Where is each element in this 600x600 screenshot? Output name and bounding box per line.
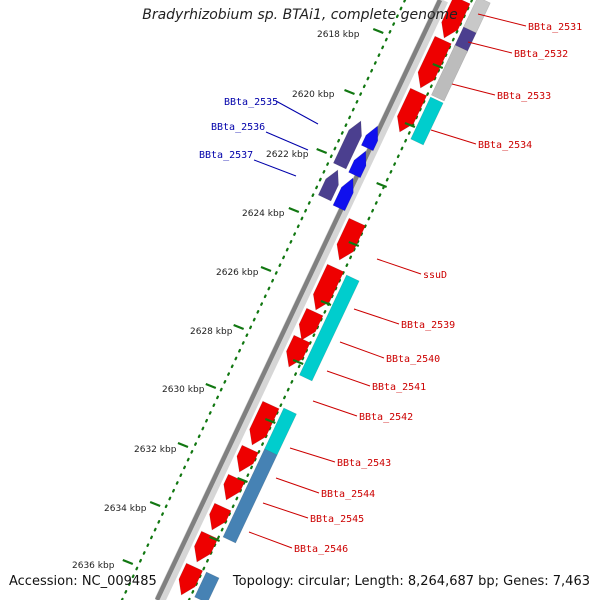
feature-track — [178, 0, 491, 600]
outer-tick-4 — [348, 240, 360, 248]
steelblue-band-2 — [194, 571, 220, 600]
forward-label-12: BBta_2545 — [310, 514, 364, 525]
forward-leader-3 — [451, 83, 496, 96]
reverse-label-1: BBta_2535 — [224, 97, 278, 108]
tick-label-7: 2630 kbp — [162, 385, 205, 395]
forward-cds-6 — [298, 307, 324, 341]
tick-7 — [205, 382, 217, 390]
forward-leader-8 — [326, 370, 371, 387]
forward-label-6: BBta_2539 — [401, 320, 455, 331]
forward-leader-12 — [262, 502, 309, 519]
forward-cds-2 — [417, 35, 452, 89]
tick-label-6: 2628 kbp — [190, 327, 233, 337]
forward-leader-5 — [376, 258, 422, 275]
steelblue-band-1 — [222, 448, 278, 544]
outer-tick-3 — [376, 181, 388, 189]
forward-label-5: ssuD — [423, 270, 447, 281]
dotted-guides — [120, 0, 474, 600]
forward-cds-4 — [336, 217, 366, 261]
tick-label-2: 2620 kbp — [292, 90, 335, 100]
reverse-leader-2 — [265, 131, 309, 151]
outer-tick-9 — [209, 535, 221, 543]
tick-6 — [233, 323, 245, 331]
forward-leader-10 — [289, 447, 336, 463]
tick-2 — [344, 88, 355, 96]
backbone — [154, 0, 448, 600]
outer-tick-7 — [264, 417, 276, 425]
tick-9 — [149, 500, 161, 508]
outer-tick-5 — [320, 299, 332, 307]
forward-cds-5 — [312, 263, 345, 311]
backbone-shadow — [155, 0, 448, 600]
forward-label-1: BBta_2531 — [528, 22, 582, 33]
reverse-leader-3 — [253, 159, 297, 177]
forward-leader-13 — [248, 531, 293, 549]
grey-band-2 — [431, 44, 469, 102]
forward-leader-4 — [430, 129, 477, 145]
outer-tick-1 — [432, 62, 444, 70]
forward-leader-9 — [312, 400, 358, 417]
map-title: Bradyrhizobium sp. BTAi1, complete genom… — [142, 7, 458, 23]
reverse-label-3: BBta_2537 — [199, 150, 253, 161]
tick-marks — [122, 27, 444, 566]
forward-leader-7 — [339, 341, 385, 359]
reverse-cds-2 — [317, 169, 339, 202]
forward-leader-11 — [275, 477, 320, 494]
forward-leader-2 — [467, 41, 513, 54]
forward-cds-9 — [236, 444, 259, 473]
forward-cds-10 — [223, 473, 246, 501]
reverse-cds-4 — [348, 150, 367, 179]
forward-cds-1 — [441, 0, 471, 39]
cyan-band-2 — [299, 274, 360, 382]
tick-4 — [288, 206, 300, 214]
outer-tick-2 — [404, 121, 416, 129]
tick-8 — [177, 441, 189, 449]
tick-label-4: 2624 kbp — [242, 209, 285, 219]
tick-label-3: 2622 kbp — [266, 150, 309, 160]
tick-10 — [122, 558, 134, 566]
forward-label-10: BBta_2543 — [337, 458, 391, 469]
forward-cds-13 — [178, 562, 204, 596]
reverse-label-2: BBta_2536 — [211, 122, 265, 133]
forward-label-9: BBta_2542 — [359, 412, 413, 423]
forward-label-2: BBta_2532 — [514, 49, 568, 60]
cyan-band-1 — [410, 96, 444, 146]
forward-label-13: BBta_2546 — [294, 544, 348, 555]
tick-label-5: 2626 kbp — [216, 268, 259, 278]
forward-label-8: BBta_2541 — [372, 382, 426, 393]
tick-label-9: 2634 kbp — [104, 504, 147, 514]
forward-cds-7 — [286, 334, 311, 368]
forward-label-7: BBta_2540 — [386, 354, 440, 365]
forward-cds-8 — [249, 400, 280, 446]
tick-label-10: 2636 kbp — [72, 561, 115, 571]
outer-tick-6 — [292, 358, 304, 366]
forward-label-3: BBta_2533 — [497, 91, 551, 102]
tick-label-8: 2632 kbp — [134, 445, 177, 455]
forward-cds-12 — [194, 530, 219, 563]
reverse-cds-5 — [332, 177, 354, 212]
backbone-line — [154, 0, 443, 600]
forward-label-4: BBta_2534 — [478, 140, 532, 151]
inner-dotted-guide — [120, 0, 407, 600]
label-leaders — [248, 13, 527, 549]
forward-cds-3 — [396, 87, 428, 133]
reverse-cds-1 — [333, 120, 362, 170]
tick-5 — [260, 265, 272, 273]
forward-label-11: BBta_2544 — [321, 489, 375, 500]
forward-leader-6 — [353, 308, 400, 325]
outer-dotted-guide — [187, 0, 474, 600]
reverse-leader-1 — [275, 100, 319, 125]
forward-leader-1 — [477, 13, 527, 27]
accession-text: Accession: NC_009485 — [9, 574, 157, 589]
topology-text: Topology: circular; Length: 8,264,687 bp… — [232, 574, 590, 589]
tick-label-1: 2618 kbp — [317, 30, 360, 40]
labels: 2618 kbp 2620 kbp 2622 kbp 2624 kbp 2626 kbp… — [72, 22, 582, 571]
reverse-cds-3 — [360, 125, 379, 152]
tick-1 — [372, 27, 384, 35]
tick-3 — [316, 147, 328, 155]
forward-cds-11 — [209, 502, 232, 531]
outer-tick-8 — [237, 476, 248, 484]
